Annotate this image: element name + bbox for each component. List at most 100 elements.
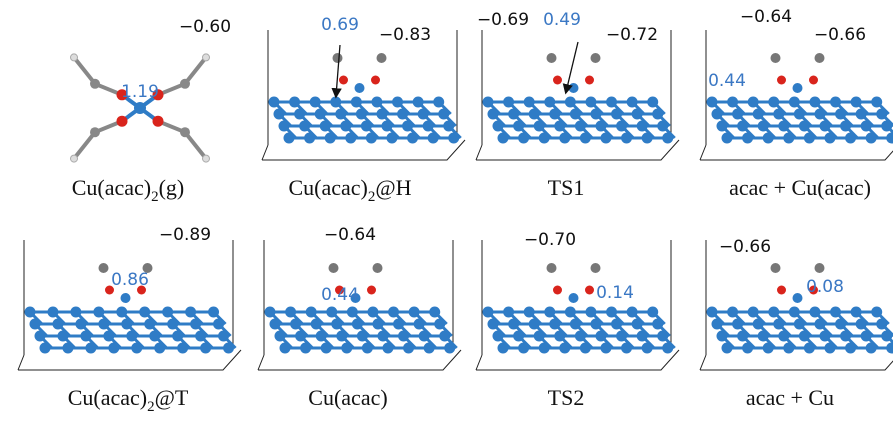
h-atom: [203, 54, 210, 61]
atom: [758, 331, 769, 342]
atom: [565, 97, 576, 108]
atom: [428, 133, 439, 144]
atom: [357, 331, 368, 342]
atom: [438, 109, 449, 120]
atom: [819, 331, 830, 342]
atom: [662, 343, 673, 354]
atom: [162, 307, 173, 318]
atom: [616, 121, 627, 132]
atom: [335, 109, 346, 120]
c-atom: [180, 127, 190, 137]
bond: [74, 132, 95, 158]
atom: [742, 133, 753, 144]
charge-value: 1.19: [121, 82, 159, 102]
slab: [262, 30, 465, 160]
o-atom: [553, 76, 562, 85]
panel-label: TS2: [548, 385, 585, 410]
atom: [753, 319, 764, 330]
h-atom: [71, 54, 78, 61]
atom: [35, 331, 46, 342]
atom: [768, 307, 779, 318]
c-atom: [377, 53, 387, 63]
o-atom: [339, 76, 348, 85]
atom: [419, 331, 430, 342]
atom: [285, 307, 296, 318]
atom: [524, 307, 535, 318]
atom: [488, 319, 499, 330]
panel-label: Cu(acac): [308, 385, 387, 410]
atom: [398, 331, 409, 342]
panel-label: Cu(acac)2@T: [68, 385, 189, 415]
atom: [851, 97, 862, 108]
charge-value: −0.64: [740, 7, 792, 27]
atom: [778, 121, 789, 132]
atom: [172, 331, 183, 342]
atom: [25, 307, 36, 318]
atom: [30, 319, 41, 330]
atom: [554, 331, 565, 342]
h-atom: [71, 155, 78, 162]
atom: [606, 307, 617, 318]
atom: [403, 343, 414, 354]
atom: [185, 307, 196, 318]
atom: [304, 133, 315, 144]
atom: [606, 97, 617, 108]
atom: [737, 331, 748, 342]
panel-label: acac + Cu(acac): [729, 175, 871, 200]
atom: [632, 319, 643, 330]
atom: [306, 307, 317, 318]
atom: [351, 97, 362, 108]
atom: [621, 133, 632, 144]
atom: [554, 121, 565, 132]
atom: [443, 121, 454, 132]
c-atom: [815, 53, 825, 63]
label-rest: @H: [375, 175, 411, 200]
panel-label: Cu(acac)2@H: [288, 175, 411, 205]
atom: [727, 307, 738, 318]
atom: [382, 343, 393, 354]
atom: [493, 121, 504, 132]
atom: [299, 121, 310, 132]
atom: [93, 307, 104, 318]
atom: [294, 109, 305, 120]
atom: [208, 307, 219, 318]
atom: [600, 343, 611, 354]
cu-atom: [793, 293, 803, 303]
atom: [377, 331, 388, 342]
label-rest: (g): [159, 175, 185, 200]
atom: [539, 343, 550, 354]
atom: [657, 331, 668, 342]
atom: [637, 121, 648, 132]
atom: [861, 331, 872, 342]
atom: [637, 331, 648, 342]
atom: [200, 343, 211, 354]
atom: [154, 343, 165, 354]
atom: [753, 109, 764, 120]
atom: [275, 331, 286, 342]
atom: [835, 319, 846, 330]
c-atom: [547, 53, 557, 63]
atom: [414, 319, 425, 330]
atom: [570, 319, 581, 330]
h-atom: [203, 155, 210, 162]
atom: [851, 307, 862, 318]
atom: [549, 109, 560, 120]
atom: [732, 109, 743, 120]
label-text: Cu(acac): [72, 175, 151, 200]
charge-value: −0.60: [179, 17, 231, 37]
slab: [258, 240, 461, 370]
atom: [647, 307, 658, 318]
atom: [804, 343, 815, 354]
atom: [783, 133, 794, 144]
atom: [279, 121, 290, 132]
atom: [213, 319, 224, 330]
atom: [565, 307, 576, 318]
atom: [311, 319, 322, 330]
c-atom: [591, 263, 601, 273]
c-atom: [815, 263, 825, 273]
atom: [352, 319, 363, 330]
atom: [799, 121, 810, 132]
atom: [397, 109, 408, 120]
atom: [386, 133, 397, 144]
atom: [881, 121, 892, 132]
